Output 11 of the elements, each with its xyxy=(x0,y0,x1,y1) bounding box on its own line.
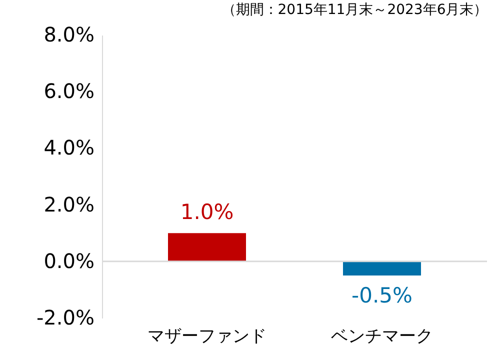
x-tick-label: ベンチマーク xyxy=(331,326,433,346)
y-tick-label: 6.0% xyxy=(44,79,94,104)
data-label: 1.0% xyxy=(180,200,234,224)
data-label: -0.5% xyxy=(352,284,412,308)
y-tick-label: 8.0% xyxy=(44,22,94,46)
y-tick-label: 0.0% xyxy=(44,248,94,273)
y-tick-label: -2.0% xyxy=(36,306,94,330)
x-tick-label: マザーファンド xyxy=(148,326,266,346)
y-tick-label: 4.0% xyxy=(44,136,94,160)
y-tick-label: 2.0% xyxy=(44,192,94,216)
text: （期間：2015年11月末～2023年6月末） xyxy=(222,2,488,18)
